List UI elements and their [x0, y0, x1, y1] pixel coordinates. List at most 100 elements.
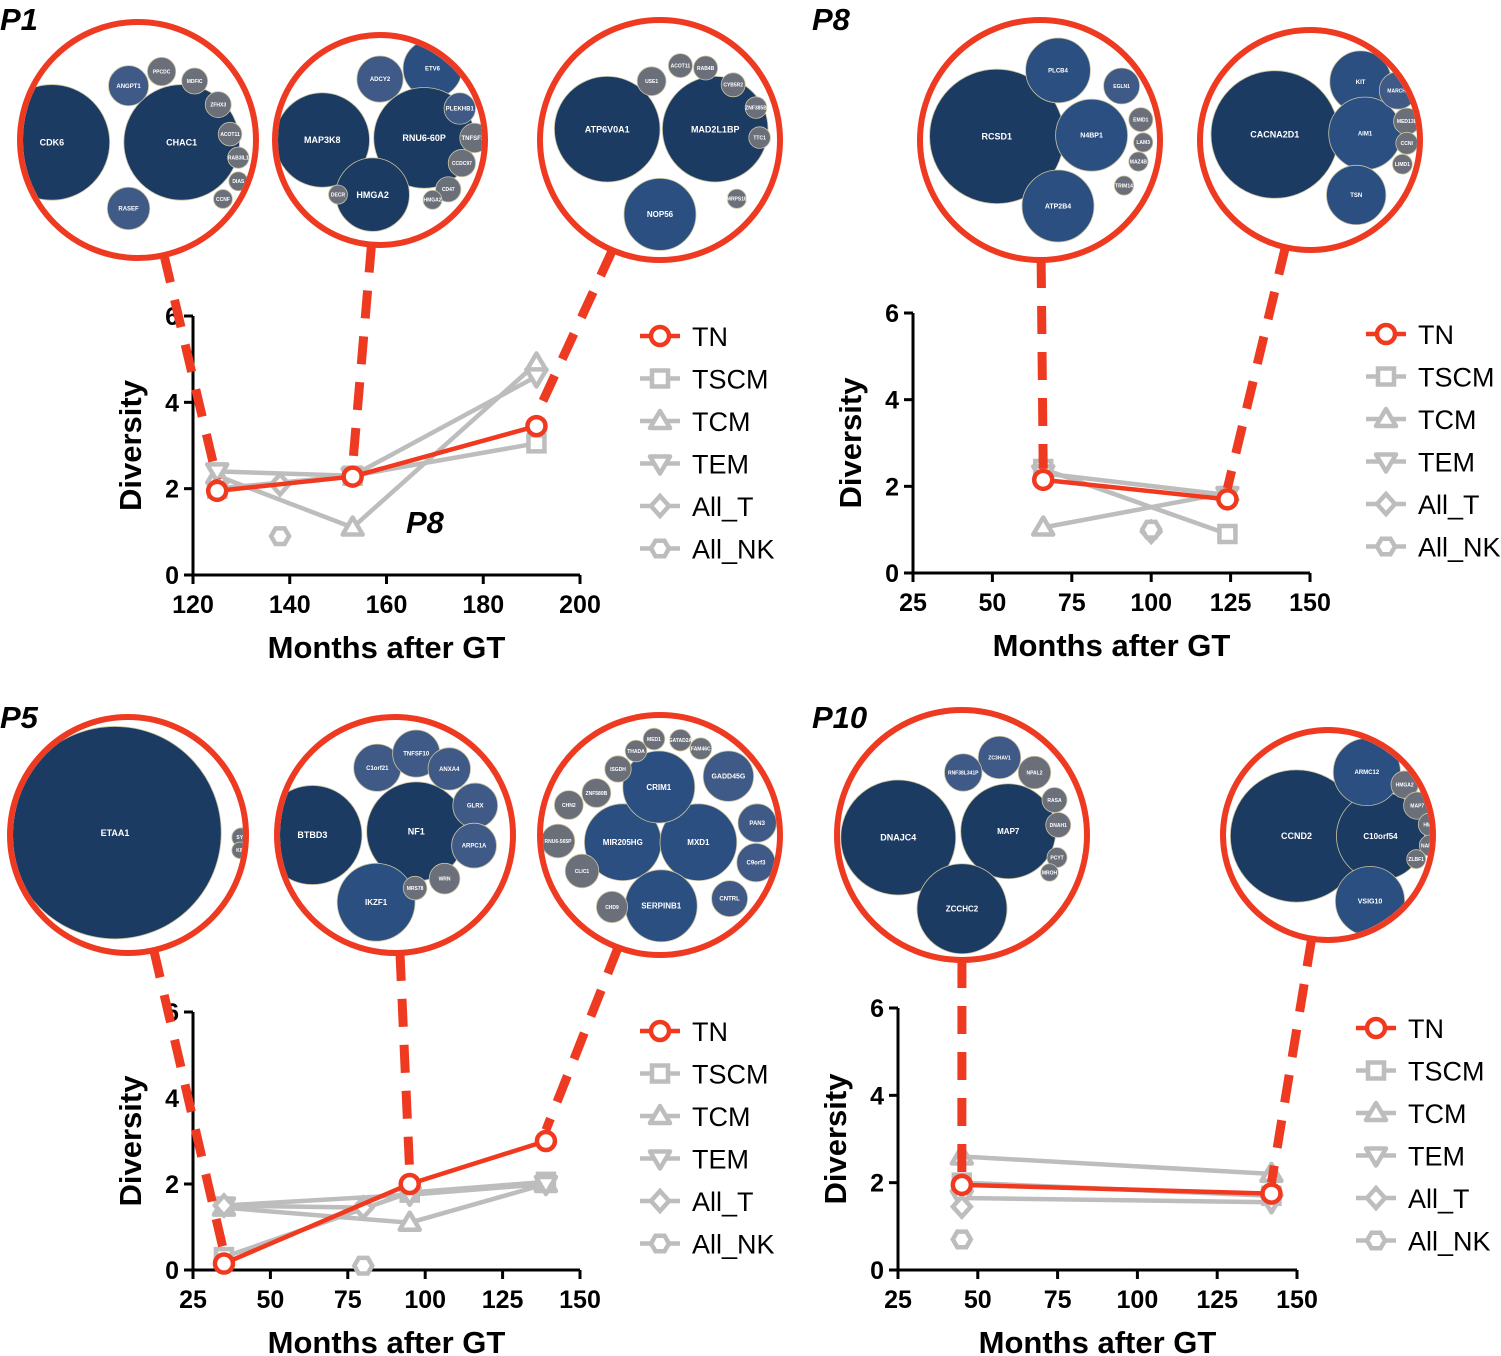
bubble-label: ANXA4	[439, 767, 460, 773]
bubble	[581, 778, 612, 808]
legend-label-TSCM: TSCM	[692, 1060, 769, 1090]
bubble-label: ACOT11	[220, 132, 240, 138]
bubble	[23, 84, 111, 201]
bubble	[428, 862, 461, 895]
series-line-All_T	[223, 1203, 364, 1210]
data-point-All_T	[211, 1192, 236, 1219]
bubble	[668, 53, 693, 78]
bubble-label: ARPC1A	[462, 844, 487, 850]
bubble-label: MARCH7	[1387, 88, 1409, 94]
bubble-label: MAP7	[997, 827, 1020, 836]
series-line-TEM	[1042, 471, 1228, 498]
legend-marker-TCM	[647, 408, 673, 431]
inset-ring	[1220, 727, 1436, 943]
x-tick-label: 125	[482, 1286, 524, 1314]
bubble	[720, 72, 746, 98]
legend-marker-All_T	[1363, 1184, 1389, 1212]
legend: TN TSCM TCM TEM All_T All_NK	[1356, 1014, 1491, 1257]
bubble-label: GATAD2A	[669, 738, 693, 744]
x-tick-label: 200	[559, 591, 601, 619]
bubble	[1017, 755, 1052, 790]
bubble	[1128, 107, 1154, 132]
x-tick-label: 150	[559, 1286, 601, 1314]
data-point-All_NK	[268, 526, 292, 547]
series-line-TN	[1042, 477, 1228, 502]
bubble-inset: CCND2 C10orf54 ARMC12 VSIG10 HMGA2 MAP7 HM11 NA…	[1220, 727, 1436, 943]
bubble	[702, 750, 755, 802]
bubble-label: PLCB4	[1048, 69, 1068, 75]
bubble-label: CCNF	[216, 197, 230, 203]
bubble	[1392, 153, 1413, 175]
bubble-label: HMGA2	[423, 198, 441, 204]
bubble-label: TNFSF10	[461, 136, 488, 142]
bubble	[108, 65, 150, 107]
bubble-pack: ATP6V0A1 MAD2L1BP NOP56 USE1 ACOT11 RAB4B CYB5…	[554, 53, 771, 251]
legend-label-TEM: TEM	[1408, 1142, 1465, 1172]
legend-marker-TEM	[647, 1149, 673, 1171]
bubble-label: ARMC12	[1355, 770, 1380, 776]
bubble-label: EMID1	[1133, 117, 1149, 123]
bubble	[553, 790, 584, 820]
bubble-label: ZC3HAV1	[988, 755, 1011, 761]
y-tick-label: 2	[885, 473, 899, 501]
bubble-pack: CACNA2D1 KIT AIM1 TSN MARCH7 MED13L CCNI LIMD1	[1210, 50, 1417, 226]
bubble	[726, 188, 747, 209]
bubble-label: RNU6-565P	[545, 839, 573, 845]
bubble-label: C1orf21	[366, 766, 389, 772]
x-tick-label: 100	[404, 1286, 446, 1314]
y-tick-label: 2	[165, 1171, 179, 1199]
legend: TN TSCM TCM TEM All_T All_NK	[1366, 320, 1501, 563]
bubble	[1128, 151, 1149, 172]
bubble-label: C9orf3	[746, 861, 766, 867]
bubble-label: NPAL2	[1026, 770, 1042, 776]
x-tick-label: 50	[964, 1286, 992, 1314]
bubble-label: HMGA2	[356, 190, 389, 200]
bubble-label: TNFSF10	[403, 752, 430, 758]
data-point-TN	[341, 465, 364, 488]
bubble	[435, 176, 462, 203]
panel-P8: P8 0 2 4 6 25 50 75 100 125 150 Months after GT Dive…	[812, 2, 1501, 663]
legend-label-TEM: TEM	[692, 450, 749, 480]
inset-connector	[159, 254, 222, 481]
bubble	[604, 755, 632, 783]
series-TN	[205, 414, 548, 503]
x-tick-label: 25	[179, 1286, 207, 1314]
data-point-TEM	[524, 367, 549, 389]
inset-ring	[537, 17, 783, 263]
bubble-pack: ETAA1 SYT KIF	[13, 726, 246, 940]
bubble-label: ACOT11	[671, 63, 691, 69]
bubble-inset: RCSD1 PLCB4 N4BP1 ATP2B4 EGLN1 EMID1 LAM3 MAZ4B…	[917, 17, 1163, 263]
bubble-label: ZNF385B	[745, 105, 767, 111]
bubble-label: RNU6-60P	[402, 133, 446, 143]
bubble	[554, 75, 661, 183]
bubble-label: SYT	[236, 835, 246, 841]
bubble-pack: MIR205HG MXD1 SERPINB1 CRIM1 GADD45G PAN3 C9or…	[543, 727, 777, 943]
bubble-label: HM11	[1423, 822, 1436, 828]
legend-marker-All_NK	[1374, 536, 1398, 557]
series-line-TEM	[217, 374, 538, 478]
series-line-TCM	[961, 1154, 1272, 1177]
bubble-inset: ADCY2 ETV6 MAP3K8 RNU6-60P HMGA2 PLEKHB1 TNFSF…	[272, 32, 488, 248]
legend-marker-TEM	[647, 454, 673, 476]
bubble	[328, 184, 348, 205]
bubble-label: CCND2	[1281, 831, 1312, 841]
bubble	[227, 146, 250, 169]
x-tick-label: 100	[1117, 1286, 1159, 1314]
series-All_NK	[1139, 519, 1163, 540]
bubble-label: NOP56	[647, 210, 674, 219]
bubble	[217, 121, 243, 147]
series-line-TCM	[1042, 490, 1228, 530]
bubble-label: TRIM14	[1115, 183, 1133, 189]
bubble	[427, 747, 471, 791]
y-tick-label: 0	[870, 1257, 884, 1285]
legend-marker-TSCM	[649, 1063, 671, 1084]
legend-marker-TCM	[1363, 1100, 1389, 1123]
legend-label-TCM: TCM	[692, 1102, 750, 1132]
bubble-label: MIR205HG	[603, 838, 643, 847]
bubble-inset: ETAA1 SYT KIF	[7, 714, 249, 956]
y-tick-label: 6	[870, 995, 884, 1023]
bubble	[451, 822, 497, 869]
bubble	[693, 55, 718, 81]
